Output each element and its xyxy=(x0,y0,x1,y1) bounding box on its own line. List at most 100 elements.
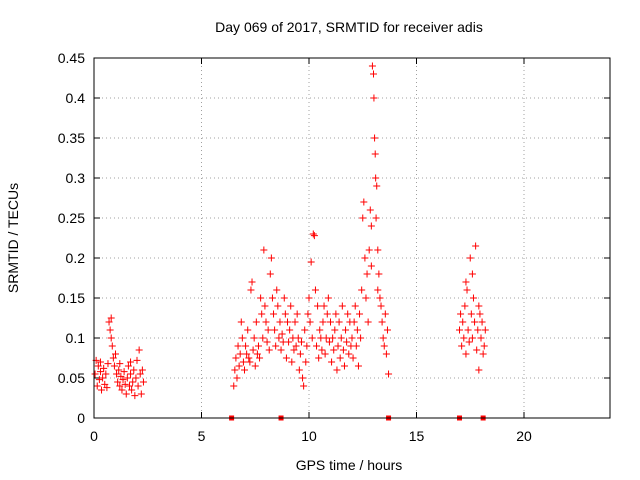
data-point xyxy=(370,94,378,102)
y-tick-label: 0.05 xyxy=(58,370,85,386)
data-point xyxy=(379,334,387,342)
x-axis-label: GPS time / hours xyxy=(296,457,403,473)
data-point xyxy=(318,346,326,354)
data-point xyxy=(313,342,321,350)
data-point xyxy=(377,302,385,310)
plot-frame xyxy=(93,57,611,419)
data-point xyxy=(110,362,118,370)
data-point xyxy=(335,318,343,326)
data-point xyxy=(303,342,311,350)
data-point xyxy=(99,374,107,382)
data-point xyxy=(358,286,366,294)
data-point xyxy=(361,254,369,262)
data-point xyxy=(236,350,244,358)
data-point xyxy=(253,350,261,358)
data-point xyxy=(301,326,309,334)
data-point xyxy=(231,366,239,374)
data-point xyxy=(273,286,281,294)
y-tick-label: 0.2 xyxy=(66,250,86,266)
data-point xyxy=(306,318,314,326)
data-point xyxy=(382,350,390,358)
data-point xyxy=(383,326,391,334)
data-point xyxy=(461,302,469,310)
data-point xyxy=(471,318,479,326)
data-point xyxy=(116,360,124,368)
data-point xyxy=(321,350,329,358)
data-point xyxy=(286,326,294,334)
data-point xyxy=(115,366,123,374)
y-tick-label: 0 xyxy=(77,410,85,426)
data-point xyxy=(239,358,247,366)
data-point xyxy=(260,246,268,254)
data-point xyxy=(100,364,108,372)
data-point xyxy=(242,342,250,350)
data-point xyxy=(299,374,307,382)
data-point xyxy=(360,198,368,206)
data-point xyxy=(330,346,338,354)
data-point xyxy=(475,366,483,374)
data-point xyxy=(237,318,245,326)
data-point xyxy=(258,310,266,318)
data-point xyxy=(348,334,356,342)
y-tick-label: 0.1 xyxy=(66,330,86,346)
data-point xyxy=(270,310,278,318)
data-point xyxy=(311,286,319,294)
data-point xyxy=(257,294,265,302)
data-point xyxy=(367,262,375,270)
data-point xyxy=(342,326,350,334)
data-point xyxy=(349,354,357,362)
data-point xyxy=(245,354,253,362)
data-point xyxy=(127,370,135,378)
data-point xyxy=(307,258,315,266)
data-point xyxy=(310,232,318,240)
data-point xyxy=(468,334,476,342)
data-point xyxy=(462,350,470,358)
data-point xyxy=(305,294,313,302)
data-point xyxy=(252,318,260,326)
data-point xyxy=(106,326,114,334)
data-point xyxy=(304,310,312,318)
data-point xyxy=(322,334,330,342)
x-tick-label: 10 xyxy=(301,428,317,444)
chart-title: Day 069 of 2017, SRMTID for receiver adi… xyxy=(215,19,483,35)
data-point xyxy=(238,334,246,342)
data-point xyxy=(300,382,308,390)
data-point xyxy=(247,286,255,294)
data-point xyxy=(135,346,143,354)
data-point xyxy=(468,270,476,278)
data-point xyxy=(114,378,122,386)
data-point xyxy=(241,366,248,374)
data-point xyxy=(230,382,238,390)
data-point xyxy=(362,294,370,302)
data-point xyxy=(95,376,103,384)
data-point xyxy=(366,206,374,214)
data-point xyxy=(290,346,298,354)
data-point xyxy=(91,370,99,378)
y-tick-label: 0.35 xyxy=(58,130,85,146)
data-point xyxy=(356,310,364,318)
data-point xyxy=(476,310,484,318)
data-point xyxy=(464,326,472,334)
data-point xyxy=(367,222,375,230)
x-tick-label: 15 xyxy=(409,428,425,444)
data-point xyxy=(282,354,290,362)
data-point xyxy=(254,342,262,350)
data-point xyxy=(296,350,304,358)
data-point xyxy=(124,362,132,370)
data-point xyxy=(102,370,110,378)
data-point xyxy=(332,310,340,318)
data-point xyxy=(139,378,147,386)
data-point xyxy=(109,354,117,362)
data-point xyxy=(249,346,257,354)
data-point xyxy=(232,354,240,362)
data-point xyxy=(280,294,288,302)
data-point xyxy=(329,334,337,342)
data-point xyxy=(262,318,270,326)
data-point xyxy=(359,214,367,222)
data-point xyxy=(343,338,351,346)
data-point xyxy=(128,386,136,394)
data-point xyxy=(378,318,386,326)
data-point xyxy=(251,362,259,370)
data-point xyxy=(352,342,360,350)
data-point xyxy=(325,338,333,346)
